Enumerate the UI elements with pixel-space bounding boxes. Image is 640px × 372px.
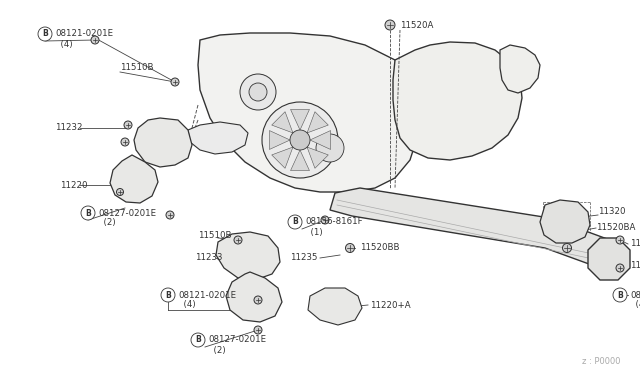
- Circle shape: [234, 236, 242, 244]
- Polygon shape: [198, 33, 420, 192]
- Text: 08156-8161F: 08156-8161F: [305, 218, 363, 227]
- Circle shape: [321, 216, 329, 224]
- Text: 08121-0201E: 08121-0201E: [55, 29, 113, 38]
- Text: (4): (4): [178, 301, 196, 310]
- Text: 11340: 11340: [630, 262, 640, 270]
- Text: (4): (4): [55, 39, 72, 48]
- Text: (4): (4): [630, 301, 640, 310]
- Text: 11520BA: 11520BA: [596, 224, 636, 232]
- Circle shape: [385, 20, 395, 30]
- Polygon shape: [588, 238, 630, 280]
- Circle shape: [91, 36, 99, 44]
- Polygon shape: [188, 122, 248, 154]
- Circle shape: [191, 333, 205, 347]
- Circle shape: [254, 296, 262, 304]
- Polygon shape: [307, 147, 328, 168]
- Text: B: B: [165, 291, 171, 299]
- Polygon shape: [330, 188, 615, 268]
- Text: 11235: 11235: [290, 253, 317, 263]
- Polygon shape: [308, 288, 362, 325]
- Polygon shape: [540, 200, 590, 243]
- Circle shape: [171, 78, 179, 86]
- Circle shape: [616, 291, 624, 299]
- Polygon shape: [269, 131, 290, 150]
- Polygon shape: [272, 112, 293, 133]
- Text: z : P0000: z : P0000: [582, 357, 620, 366]
- Text: 11520BB: 11520BB: [360, 244, 399, 253]
- Polygon shape: [310, 131, 331, 150]
- Text: 11510B: 11510B: [198, 231, 232, 240]
- Circle shape: [616, 236, 624, 244]
- Text: 11233: 11233: [195, 253, 223, 263]
- Polygon shape: [216, 232, 280, 280]
- Text: 11320: 11320: [598, 208, 625, 217]
- Text: 11220+A: 11220+A: [370, 301, 411, 310]
- Text: (2): (2): [98, 218, 116, 228]
- Text: (2): (2): [208, 346, 226, 355]
- Text: 08127-0201E: 08127-0201E: [208, 336, 266, 344]
- Circle shape: [38, 27, 52, 41]
- Text: B: B: [85, 208, 91, 218]
- Circle shape: [346, 244, 355, 253]
- Circle shape: [563, 244, 572, 253]
- Circle shape: [166, 211, 174, 219]
- Circle shape: [121, 138, 129, 146]
- Polygon shape: [307, 112, 328, 133]
- Circle shape: [613, 288, 627, 302]
- Circle shape: [124, 121, 132, 129]
- Circle shape: [288, 215, 302, 229]
- Text: B: B: [42, 29, 48, 38]
- Circle shape: [81, 206, 95, 220]
- Circle shape: [240, 74, 276, 110]
- Text: 08124-0301F: 08124-0301F: [630, 291, 640, 299]
- Text: B: B: [292, 218, 298, 227]
- Polygon shape: [291, 150, 310, 171]
- Text: (1): (1): [305, 228, 323, 237]
- Polygon shape: [272, 147, 293, 168]
- Text: 11220: 11220: [60, 180, 88, 189]
- Circle shape: [290, 130, 310, 150]
- Circle shape: [254, 326, 262, 334]
- Polygon shape: [226, 272, 282, 322]
- Text: B: B: [195, 336, 201, 344]
- Circle shape: [616, 264, 624, 272]
- Text: 11510B: 11510B: [120, 64, 154, 73]
- Circle shape: [116, 189, 124, 196]
- Text: 11520B: 11520B: [630, 240, 640, 248]
- Polygon shape: [500, 45, 540, 93]
- Polygon shape: [291, 109, 310, 130]
- Text: B: B: [617, 291, 623, 299]
- Text: 11232: 11232: [55, 124, 83, 132]
- Circle shape: [316, 134, 344, 162]
- Circle shape: [161, 288, 175, 302]
- Polygon shape: [393, 42, 522, 160]
- Text: 08121-0201E: 08121-0201E: [178, 291, 236, 299]
- Polygon shape: [110, 155, 158, 203]
- Polygon shape: [134, 118, 192, 167]
- Circle shape: [262, 102, 338, 178]
- Text: 08127-0201E: 08127-0201E: [98, 208, 156, 218]
- Circle shape: [249, 83, 267, 101]
- Text: 11520A: 11520A: [400, 20, 433, 29]
